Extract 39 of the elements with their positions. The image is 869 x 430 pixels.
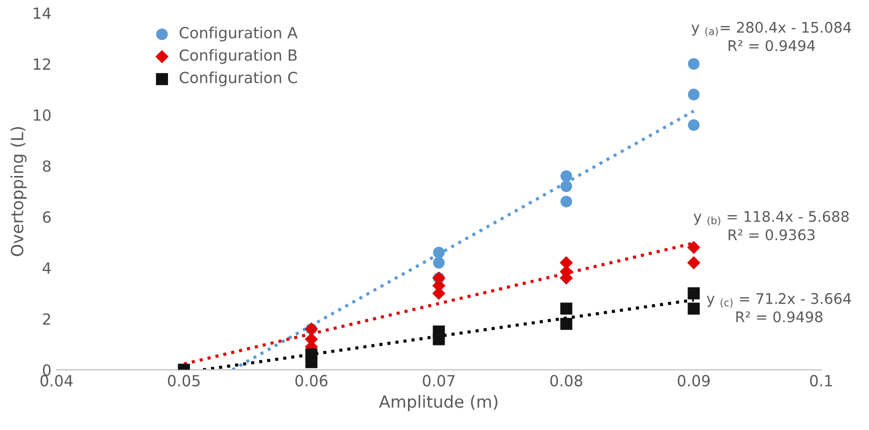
y-tick-label: 0 xyxy=(42,364,51,376)
point xyxy=(687,240,700,254)
point xyxy=(560,180,572,192)
y-tick-label: 14 xyxy=(34,8,51,19)
y-tick-label: 2 xyxy=(43,313,50,325)
x-tick-label: 0.09 xyxy=(678,374,710,386)
x-tick-label: 0.04 xyxy=(40,374,73,386)
point xyxy=(433,246,445,258)
x-tick-label: 0.1 xyxy=(810,374,832,386)
y-tick-label: 8 xyxy=(42,160,51,172)
point xyxy=(687,256,700,270)
point xyxy=(432,333,445,346)
annotation: y $_{(b)}$ = 118.4x - 5.688 R² = 0.9363 xyxy=(694,210,849,240)
x-tick-label: 0.05 xyxy=(168,374,200,386)
y-tick-label: 4 xyxy=(42,262,51,274)
annotation: y $_{(a)}$= 280.4x - 15.084 R² = 0.9494 xyxy=(692,22,852,52)
point xyxy=(433,256,445,269)
x-tick-label: 0.08 xyxy=(550,374,582,386)
legend-label: Configuration C xyxy=(180,72,298,86)
point xyxy=(305,356,318,368)
point xyxy=(688,302,700,315)
x-tick-label: 0.07 xyxy=(422,374,455,386)
y-tick-label: 6 xyxy=(42,211,51,223)
annotation: y $_{(c)}$ = 71.2x - 3.664 R² = 0.9498 xyxy=(706,293,852,322)
legend-label: Configuration A xyxy=(180,26,298,42)
point xyxy=(560,318,572,330)
point xyxy=(688,58,700,70)
point xyxy=(688,88,700,100)
point xyxy=(688,119,700,131)
y-tick-label: 10 xyxy=(34,109,51,121)
y-tick-label: 12 xyxy=(34,58,50,70)
x-tick-label: 0.06 xyxy=(295,374,328,386)
x-axis-title: Amplitude (m) xyxy=(379,395,498,412)
point xyxy=(560,196,572,208)
point xyxy=(688,287,700,300)
y-axis-title: Overtopping (L) xyxy=(10,127,27,256)
legend-label: Configuration B xyxy=(180,49,297,64)
point xyxy=(560,170,572,182)
point xyxy=(560,302,572,315)
